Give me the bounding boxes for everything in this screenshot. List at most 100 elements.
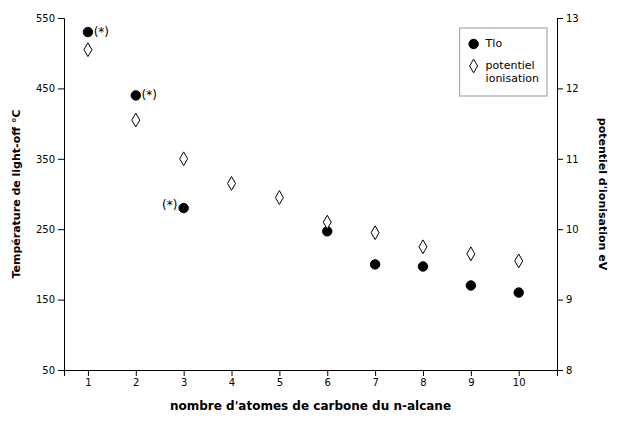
- tick: 250: [36, 224, 64, 235]
- x-axis-line: [65, 371, 558, 377]
- y2-axis-title: potentiel d'ionisation eV: [596, 118, 609, 271]
- tick: 3: [181, 370, 187, 388]
- tick-mark: [58, 370, 64, 371]
- tick-mark: [58, 88, 64, 89]
- tick: 10: [513, 370, 526, 388]
- point: [179, 203, 188, 212]
- point: [371, 226, 379, 240]
- legend: Tlo potentielionisation: [460, 28, 547, 96]
- tick: 10: [557, 224, 579, 235]
- tick-mark: [58, 229, 64, 230]
- tick-label: 1: [85, 377, 91, 388]
- tick-mark: [136, 370, 137, 376]
- y-axis-title: Température de light-off °C: [10, 109, 23, 278]
- tick: 8: [420, 370, 426, 388]
- tick-mark: [423, 370, 424, 376]
- tick-mark: [519, 370, 520, 376]
- plot: 12345678910501502503504505508910111213no…: [10, 13, 609, 413]
- tick-label: 12: [566, 83, 579, 94]
- annotation: (*): [162, 198, 177, 212]
- tick-label: 11: [566, 154, 579, 165]
- x-axis-title: nombre d'atomes de carbone du n-alcane: [170, 399, 451, 413]
- tick-label: 9: [566, 294, 572, 305]
- chart: 12345678910501502503504505508910111213no…: [0, 0, 621, 422]
- tick-mark: [557, 300, 563, 301]
- tick-label: 8: [420, 377, 426, 388]
- legend-symbol: [470, 59, 478, 73]
- tick-mark: [58, 159, 64, 160]
- tick-label: 5: [277, 377, 283, 388]
- tick-mark: [232, 370, 233, 376]
- y-axis: 50 150 250 350 450 550: [36, 13, 65, 376]
- tick-label: 250: [36, 224, 55, 235]
- tick: 150: [36, 294, 64, 305]
- tick-mark: [88, 370, 89, 376]
- tick: 4: [229, 370, 235, 388]
- point: [83, 27, 92, 36]
- point: [370, 260, 379, 269]
- tick-mark: [557, 159, 563, 160]
- point: [467, 247, 475, 261]
- tick: 13: [557, 13, 579, 24]
- tick-mark: [375, 370, 376, 376]
- tick-mark: [279, 370, 280, 376]
- tick-label: 9: [468, 377, 474, 388]
- tick: 350: [36, 154, 64, 165]
- point: [275, 191, 283, 205]
- tick-label: 10: [513, 377, 526, 388]
- tick-label: 2: [133, 377, 139, 388]
- tick: 9: [557, 294, 572, 305]
- point: [323, 215, 331, 229]
- y2-axis: 8 9 10 11 12 13: [557, 13, 579, 376]
- y-axis-line: [58, 19, 65, 371]
- legend-box: [460, 28, 547, 96]
- point: [132, 113, 140, 127]
- legend-item: Tlo: [469, 37, 502, 50]
- tick: 11: [557, 154, 579, 165]
- annotation: (*): [142, 88, 157, 102]
- series: [84, 43, 523, 268]
- tick-mark: [58, 18, 64, 19]
- tick: 50: [42, 365, 64, 376]
- tick: 550: [36, 13, 64, 24]
- tick-label: 6: [325, 377, 331, 388]
- tick-label: 8: [566, 365, 572, 376]
- legend-label: potentielionisation: [486, 59, 539, 85]
- tick-mark: [557, 370, 563, 371]
- tick: 1: [85, 370, 91, 388]
- point: [418, 262, 427, 271]
- point: [515, 254, 523, 268]
- tick-mark: [471, 370, 472, 376]
- annotation: (*): [94, 25, 109, 39]
- tick-label: 4: [229, 377, 235, 388]
- legend-symbol: [469, 39, 478, 48]
- point: [180, 152, 188, 166]
- tick-mark: [327, 370, 328, 376]
- legend-item: potentielionisation: [470, 59, 539, 85]
- tick-mark: [557, 229, 563, 230]
- tick: 12: [557, 83, 579, 94]
- point: [419, 240, 427, 254]
- tick: 450: [36, 83, 64, 94]
- tick-label: 10: [566, 224, 579, 235]
- legend-label: Tlo: [485, 37, 503, 50]
- tick-mark: [184, 370, 185, 376]
- point: [466, 281, 475, 290]
- x-axis: 1 2 3 4 5 6 7 8 9 10: [65, 370, 558, 388]
- tick: 8: [557, 365, 572, 376]
- tick-mark: [557, 18, 563, 19]
- tick: 2: [133, 370, 139, 388]
- tick-mark: [58, 300, 64, 301]
- tick-label: 450: [36, 83, 55, 94]
- tick-label: 350: [36, 154, 55, 165]
- annotations: (*) (*) (*): [94, 25, 178, 213]
- point: [514, 288, 523, 297]
- tick: 7: [372, 370, 378, 388]
- y2-axis-line: [558, 19, 564, 371]
- tick-label: 7: [372, 377, 378, 388]
- point: [84, 43, 92, 57]
- tick-label: 3: [181, 377, 187, 388]
- tick-label: 50: [42, 365, 55, 376]
- tick-label: 150: [36, 294, 55, 305]
- tick: 5: [277, 370, 283, 388]
